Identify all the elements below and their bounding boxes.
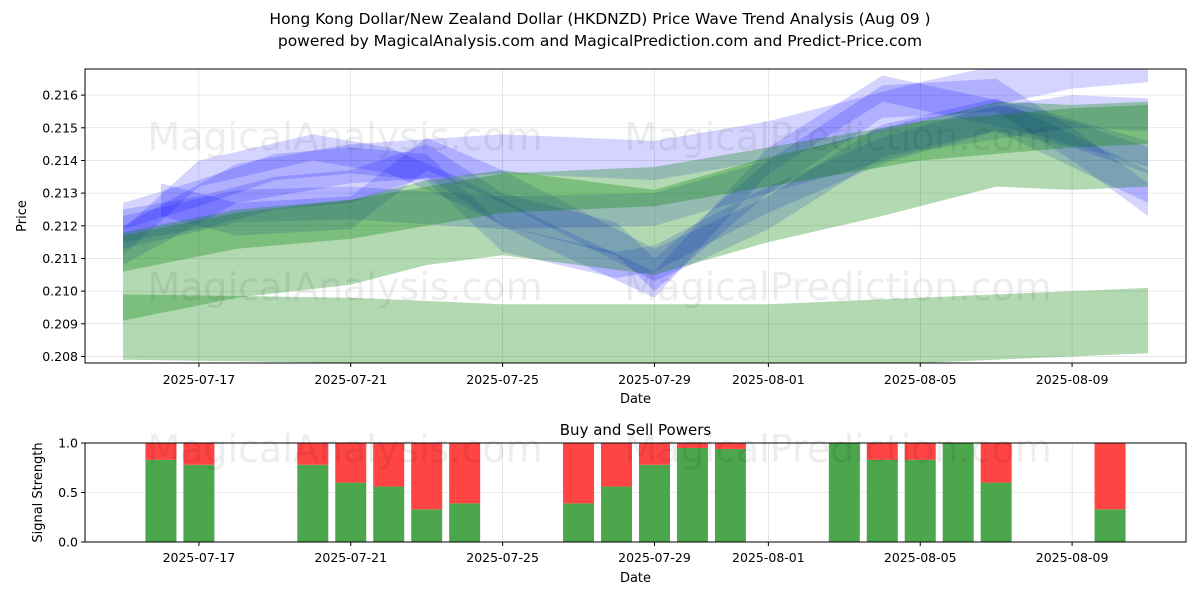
x-tick-label: 2025-07-25: [466, 372, 539, 387]
sell-bar: [676, 443, 708, 448]
buy-bar: [449, 503, 481, 542]
green-wave-2: [123, 101, 1148, 321]
y-tick-label: 0.5: [58, 485, 78, 500]
x-tick-label: 2025-08-01: [732, 372, 805, 387]
sell-bar: [449, 443, 481, 504]
sell-bar: [335, 443, 367, 483]
blue-wave-4: [123, 78, 1148, 292]
x-tick-label: 2025-08-05: [884, 372, 957, 387]
x-tick-label: 2025-07-17: [163, 550, 236, 565]
buy-bar: [866, 459, 898, 542]
watermark: MagicalPrediction.com: [624, 115, 1052, 159]
sell-bar: [183, 443, 215, 465]
buy-bar: [904, 459, 936, 542]
blue-wave-1: [123, 69, 1148, 265]
sell-bar: [563, 443, 595, 504]
buy-bar: [183, 464, 215, 542]
y-tick-label: 0.213: [42, 186, 78, 201]
watermark: MagicalAnalysis.com: [147, 265, 542, 309]
y-axis-label: Price: [15, 200, 30, 232]
watermark: MagicalPrediction.com: [624, 427, 1052, 471]
buy-bar: [1094, 509, 1126, 542]
x-tick-label: 2025-07-21: [314, 550, 387, 565]
subchart-title: Buy and Sell Powers: [560, 421, 712, 439]
x-axis-label: Date: [620, 392, 651, 407]
blue-wave-2: [123, 95, 1148, 249]
sell-bar: [411, 443, 443, 510]
sell-bar: [1094, 443, 1126, 510]
buy-bar: [411, 509, 443, 542]
buy-bar: [335, 482, 367, 542]
watermark: MagicalAnalysis.com: [147, 115, 542, 159]
y-tick-label: 0.211: [42, 251, 78, 266]
chart-subtitle: powered by MagicalAnalysis.com and Magic…: [277, 32, 923, 50]
y-tick-label: 0.0: [58, 535, 78, 550]
sell-bar: [601, 443, 633, 487]
x-tick-label: 2025-07-17: [163, 372, 236, 387]
sell-bar: [980, 443, 1012, 483]
buy-bar: [373, 486, 405, 542]
x-tick-label: 2025-08-05: [884, 550, 957, 565]
buy-bar: [942, 443, 974, 542]
wave-layer: [123, 69, 1148, 363]
x-axis-label: Date: [620, 571, 651, 586]
green-wave-1: [123, 104, 1148, 272]
x-tick-label: 2025-07-21: [314, 372, 387, 387]
plot-frame: [84, 68, 1187, 364]
sell-bar: [714, 443, 746, 449]
watermark: MagicalAnalysis.com: [147, 427, 542, 471]
buy-bar: [714, 448, 746, 542]
y-tick-label: 1.0: [58, 436, 78, 451]
green-base-band: [123, 287, 1148, 363]
blue-wave-3: [123, 104, 1148, 279]
y-tick-label: 0.216: [42, 88, 78, 103]
buy-bar: [828, 443, 860, 542]
y-tick-label: 0.208: [42, 349, 78, 364]
watermark-layer: MagicalAnalysis.com MagicalPrediction.com…: [147, 115, 1051, 309]
x-tick-label: 2025-08-09: [1036, 550, 1109, 565]
buy-bar: [676, 447, 708, 542]
watermark: MagicalPrediction.com: [624, 265, 1052, 309]
x-tick-label: 2025-08-01: [732, 550, 805, 565]
price-wave-chart: MagicalAnalysis.com MagicalPrediction.com…: [15, 68, 1187, 407]
sell-bar: [373, 443, 405, 487]
x-tick-label: 2025-07-25: [466, 550, 539, 565]
buy-bar: [563, 503, 595, 542]
blue-wave-5: [160, 98, 1148, 282]
sell-bar: [145, 443, 177, 460]
y-tick-label: 0.209: [42, 316, 78, 331]
sell-bar: [904, 443, 936, 460]
buy-bar: [601, 486, 633, 542]
sell-bar: [866, 443, 898, 460]
sell-bar: [297, 443, 329, 465]
x-tick-label: 2025-08-09: [1036, 372, 1109, 387]
y-axis-label: Signal Strength: [31, 442, 46, 542]
sell-bar: [638, 443, 670, 465]
buy-bar: [980, 482, 1012, 542]
x-tick-label: 2025-07-29: [618, 550, 691, 565]
buy-sell-power-chart: MagicalAnalysis.com MagicalPrediction.com…: [31, 421, 1187, 586]
y-tick-label: 0.215: [42, 120, 78, 135]
y-tick-label: 0.212: [42, 218, 78, 233]
y-tick-label: 0.214: [42, 153, 78, 168]
y-tick-label: 0.210: [42, 284, 78, 299]
chart-title: Hong Kong Dollar/New Zealand Dollar (HKD…: [269, 10, 931, 28]
x-tick-label: 2025-07-29: [618, 372, 691, 387]
buy-bar: [638, 464, 670, 542]
buy-bar: [145, 459, 177, 542]
buy-bar: [297, 464, 329, 542]
